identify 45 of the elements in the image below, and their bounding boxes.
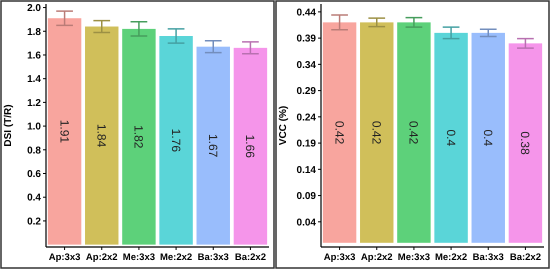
y-tick-label: 0.6 [27, 169, 42, 180]
data-label: 1.84 [94, 124, 109, 148]
y-axis-title: DSI (T/R) [3, 104, 14, 147]
data-label: 0.42 [406, 120, 421, 145]
data-label: 1.91 [57, 120, 72, 144]
data-label: 0.42 [332, 120, 346, 145]
y-tick-label: 0.19 [296, 138, 316, 150]
data-label: 0.38 [518, 131, 532, 156]
y-tick-label: 0.09 [296, 191, 316, 202]
y-tick-label: 0.04 [296, 217, 316, 228]
x-tick-label: Me:3x3 [398, 252, 430, 263]
y-tick-label: 1.6 [27, 50, 42, 62]
x-tick-label: Me:2x2 [160, 252, 192, 263]
y-tick-label: 2.0 [27, 3, 42, 14]
x-tick-label: Me:2x2 [434, 252, 468, 263]
x-tick-label: Ap:3x3 [48, 252, 80, 263]
y-tick-label: 0.4 [27, 192, 42, 204]
x-tick-label: Ap:3x3 [324, 252, 356, 263]
data-label: 0.42 [370, 120, 384, 145]
data-label: 1.76 [168, 128, 183, 152]
y-tick-label: 0.2 [27, 216, 42, 228]
data-label: 1.82 [132, 125, 146, 149]
y-tick-label: 1.4 [27, 74, 42, 86]
y-axis-title: VCC (%) [278, 106, 289, 146]
data-label: 1.66 [243, 134, 258, 158]
y-tick-label: 0.34 [296, 60, 316, 71]
data-label: 0.4 [444, 129, 458, 146]
x-tick-label: Ba:2x2 [510, 252, 542, 263]
x-tick-label: Me:3x3 [122, 252, 156, 263]
y-tick-label: 0.24 [296, 112, 316, 124]
x-tick-label: Ba:3x3 [198, 252, 229, 263]
y-tick-label: 0.44 [296, 7, 316, 18]
data-label: 1.67 [206, 134, 220, 158]
y-tick-label: 1.2 [27, 98, 42, 109]
y-tick-label: 0.8 [27, 145, 42, 156]
x-tick-label: Ap:2x2 [360, 252, 393, 263]
y-tick-label: 0.39 [296, 34, 316, 45]
y-tick-label: 1.0 [27, 122, 42, 133]
y-tick-label: 1.8 [27, 26, 42, 38]
x-tick-label: Ap:2x2 [86, 252, 118, 263]
data-label: 0.4 [481, 129, 496, 146]
y-tick-label: 0.29 [296, 86, 316, 98]
y-tick-label: 0.14 [296, 164, 316, 176]
x-tick-label: Ba:2x2 [234, 252, 266, 263]
x-tick-label: Ba:3x3 [472, 252, 504, 263]
